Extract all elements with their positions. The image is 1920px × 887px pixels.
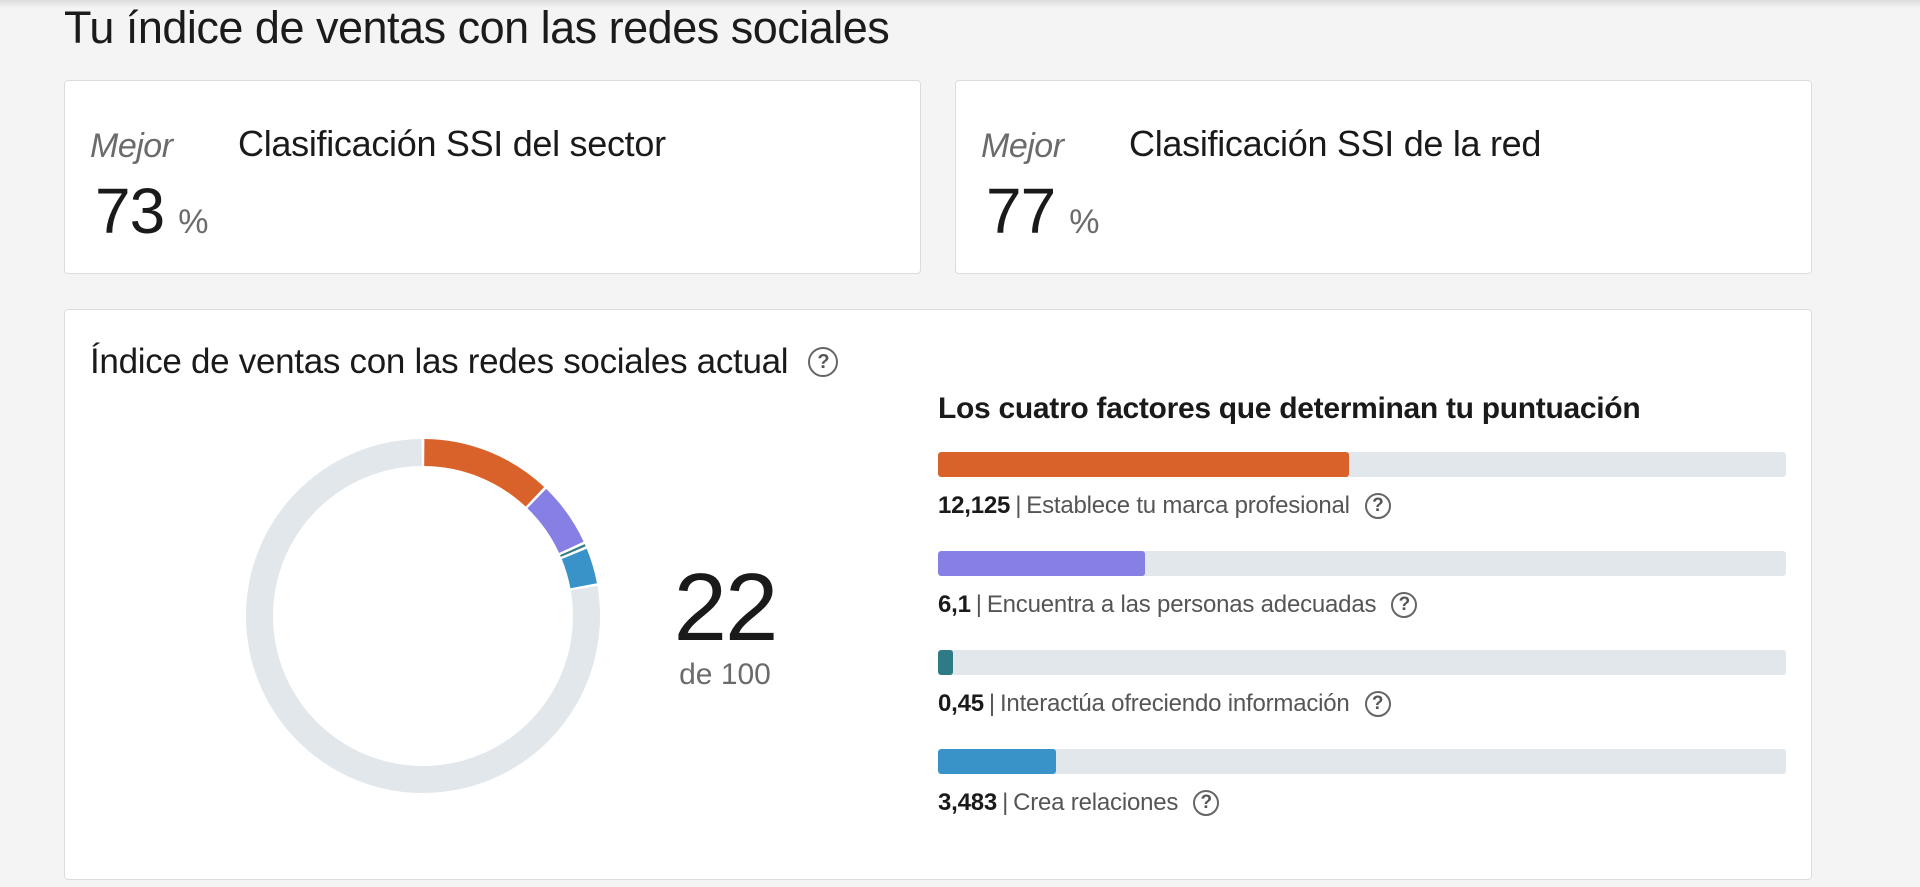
- rank-best-label: Mejor: [90, 127, 173, 165]
- rank-label: Clasificación SSI de la red: [1129, 123, 1542, 164]
- page-title: Tu índice de ventas con las redes social…: [64, 2, 890, 53]
- factor-find-people: 6,1 | Encuentra a las personas adecuadas…: [938, 551, 1786, 619]
- factor-name: Crea relaciones: [1013, 789, 1179, 816]
- current-ssi-card: Índice de ventas con las redes sociales …: [64, 309, 1812, 880]
- question-circle-icon[interactable]: ?: [1364, 691, 1391, 717]
- factor-bar-fill: [938, 551, 1145, 576]
- question-circle-icon[interactable]: ?: [1364, 493, 1391, 519]
- factor-separator: |: [1015, 492, 1022, 519]
- rank-percent-unit: %: [178, 203, 209, 241]
- rank-best-label: Mejor: [981, 127, 1064, 165]
- donut-segment: [560, 544, 586, 557]
- factor-build-relationships: 3,483 | Crea relaciones ?: [938, 749, 1786, 817]
- factor-bar-track: [938, 749, 1786, 774]
- factor-name: Encuentra a las personas adecuadas: [986, 591, 1377, 618]
- rank-percent-unit: %: [1069, 203, 1100, 241]
- factor-value: 3,483: [938, 789, 998, 816]
- donut-segment: [423, 439, 545, 507]
- donut-segment: [561, 548, 597, 589]
- network-ranking-card: Mejor 77% Clasificación SSI de la red: [955, 80, 1812, 274]
- rank-number: 77: [986, 175, 1056, 247]
- factor-bar-fill: [938, 650, 954, 675]
- factors-title: Los cuatro factores que determinan tu pu…: [938, 392, 1641, 425]
- rank-value: 77%: [986, 173, 1099, 260]
- factor-label: 0,45 | Interactúa ofreciendo información…: [938, 690, 1786, 718]
- rank-value: 73%: [95, 173, 208, 260]
- factor-label: 3,483 | Crea relaciones ?: [938, 789, 1786, 817]
- top-shadow: [0, 0, 1920, 8]
- rank-label: Clasificación SSI del sector: [238, 123, 666, 164]
- score-card-title: Índice de ventas con las redes sociales …: [90, 342, 839, 382]
- question-circle-icon[interactable]: ?: [1193, 790, 1220, 816]
- donut-svg: [246, 439, 600, 793]
- factor-separator: |: [1002, 789, 1009, 816]
- factor-value: 12,125: [938, 492, 1011, 519]
- factor-bar-fill: [938, 749, 1056, 774]
- factor-label: 6,1 | Encuentra a las personas adecuadas…: [938, 591, 1786, 619]
- ssi-score-max: de 100: [679, 658, 771, 691]
- factor-bar-track: [938, 650, 1786, 675]
- factor-separator: |: [988, 690, 995, 717]
- rank-number: 73: [95, 175, 165, 247]
- factor-bar-track: [938, 551, 1786, 576]
- question-circle-icon[interactable]: ?: [808, 347, 839, 377]
- donut-segment: [527, 488, 584, 554]
- factor-name: Interactúa ofreciendo información: [999, 690, 1350, 717]
- question-circle-icon[interactable]: ?: [1391, 592, 1418, 618]
- factor-name: Establece tu marca profesional: [1026, 492, 1350, 519]
- donut-segment: [246, 439, 600, 793]
- ssi-donut-chart: [245, 438, 601, 794]
- factor-value: 6,1: [938, 591, 971, 618]
- factor-value: 0,45: [938, 690, 984, 717]
- factor-engage-insights: 0,45 | Interactúa ofreciendo información…: [938, 650, 1786, 718]
- factor-separator: |: [975, 591, 982, 618]
- ssi-score: 22: [673, 554, 779, 661]
- factor-label: 12,125 | Establece tu marca profesional …: [938, 492, 1786, 520]
- factor-bar-track: [938, 452, 1786, 477]
- industry-ranking-card: Mejor 73% Clasificación SSI del sector: [64, 80, 921, 274]
- factor-bar-fill: [938, 452, 1350, 477]
- factor-brand: 12,125 | Establece tu marca profesional …: [938, 452, 1786, 520]
- score-card-title-text: Índice de ventas con las redes sociales …: [90, 342, 789, 381]
